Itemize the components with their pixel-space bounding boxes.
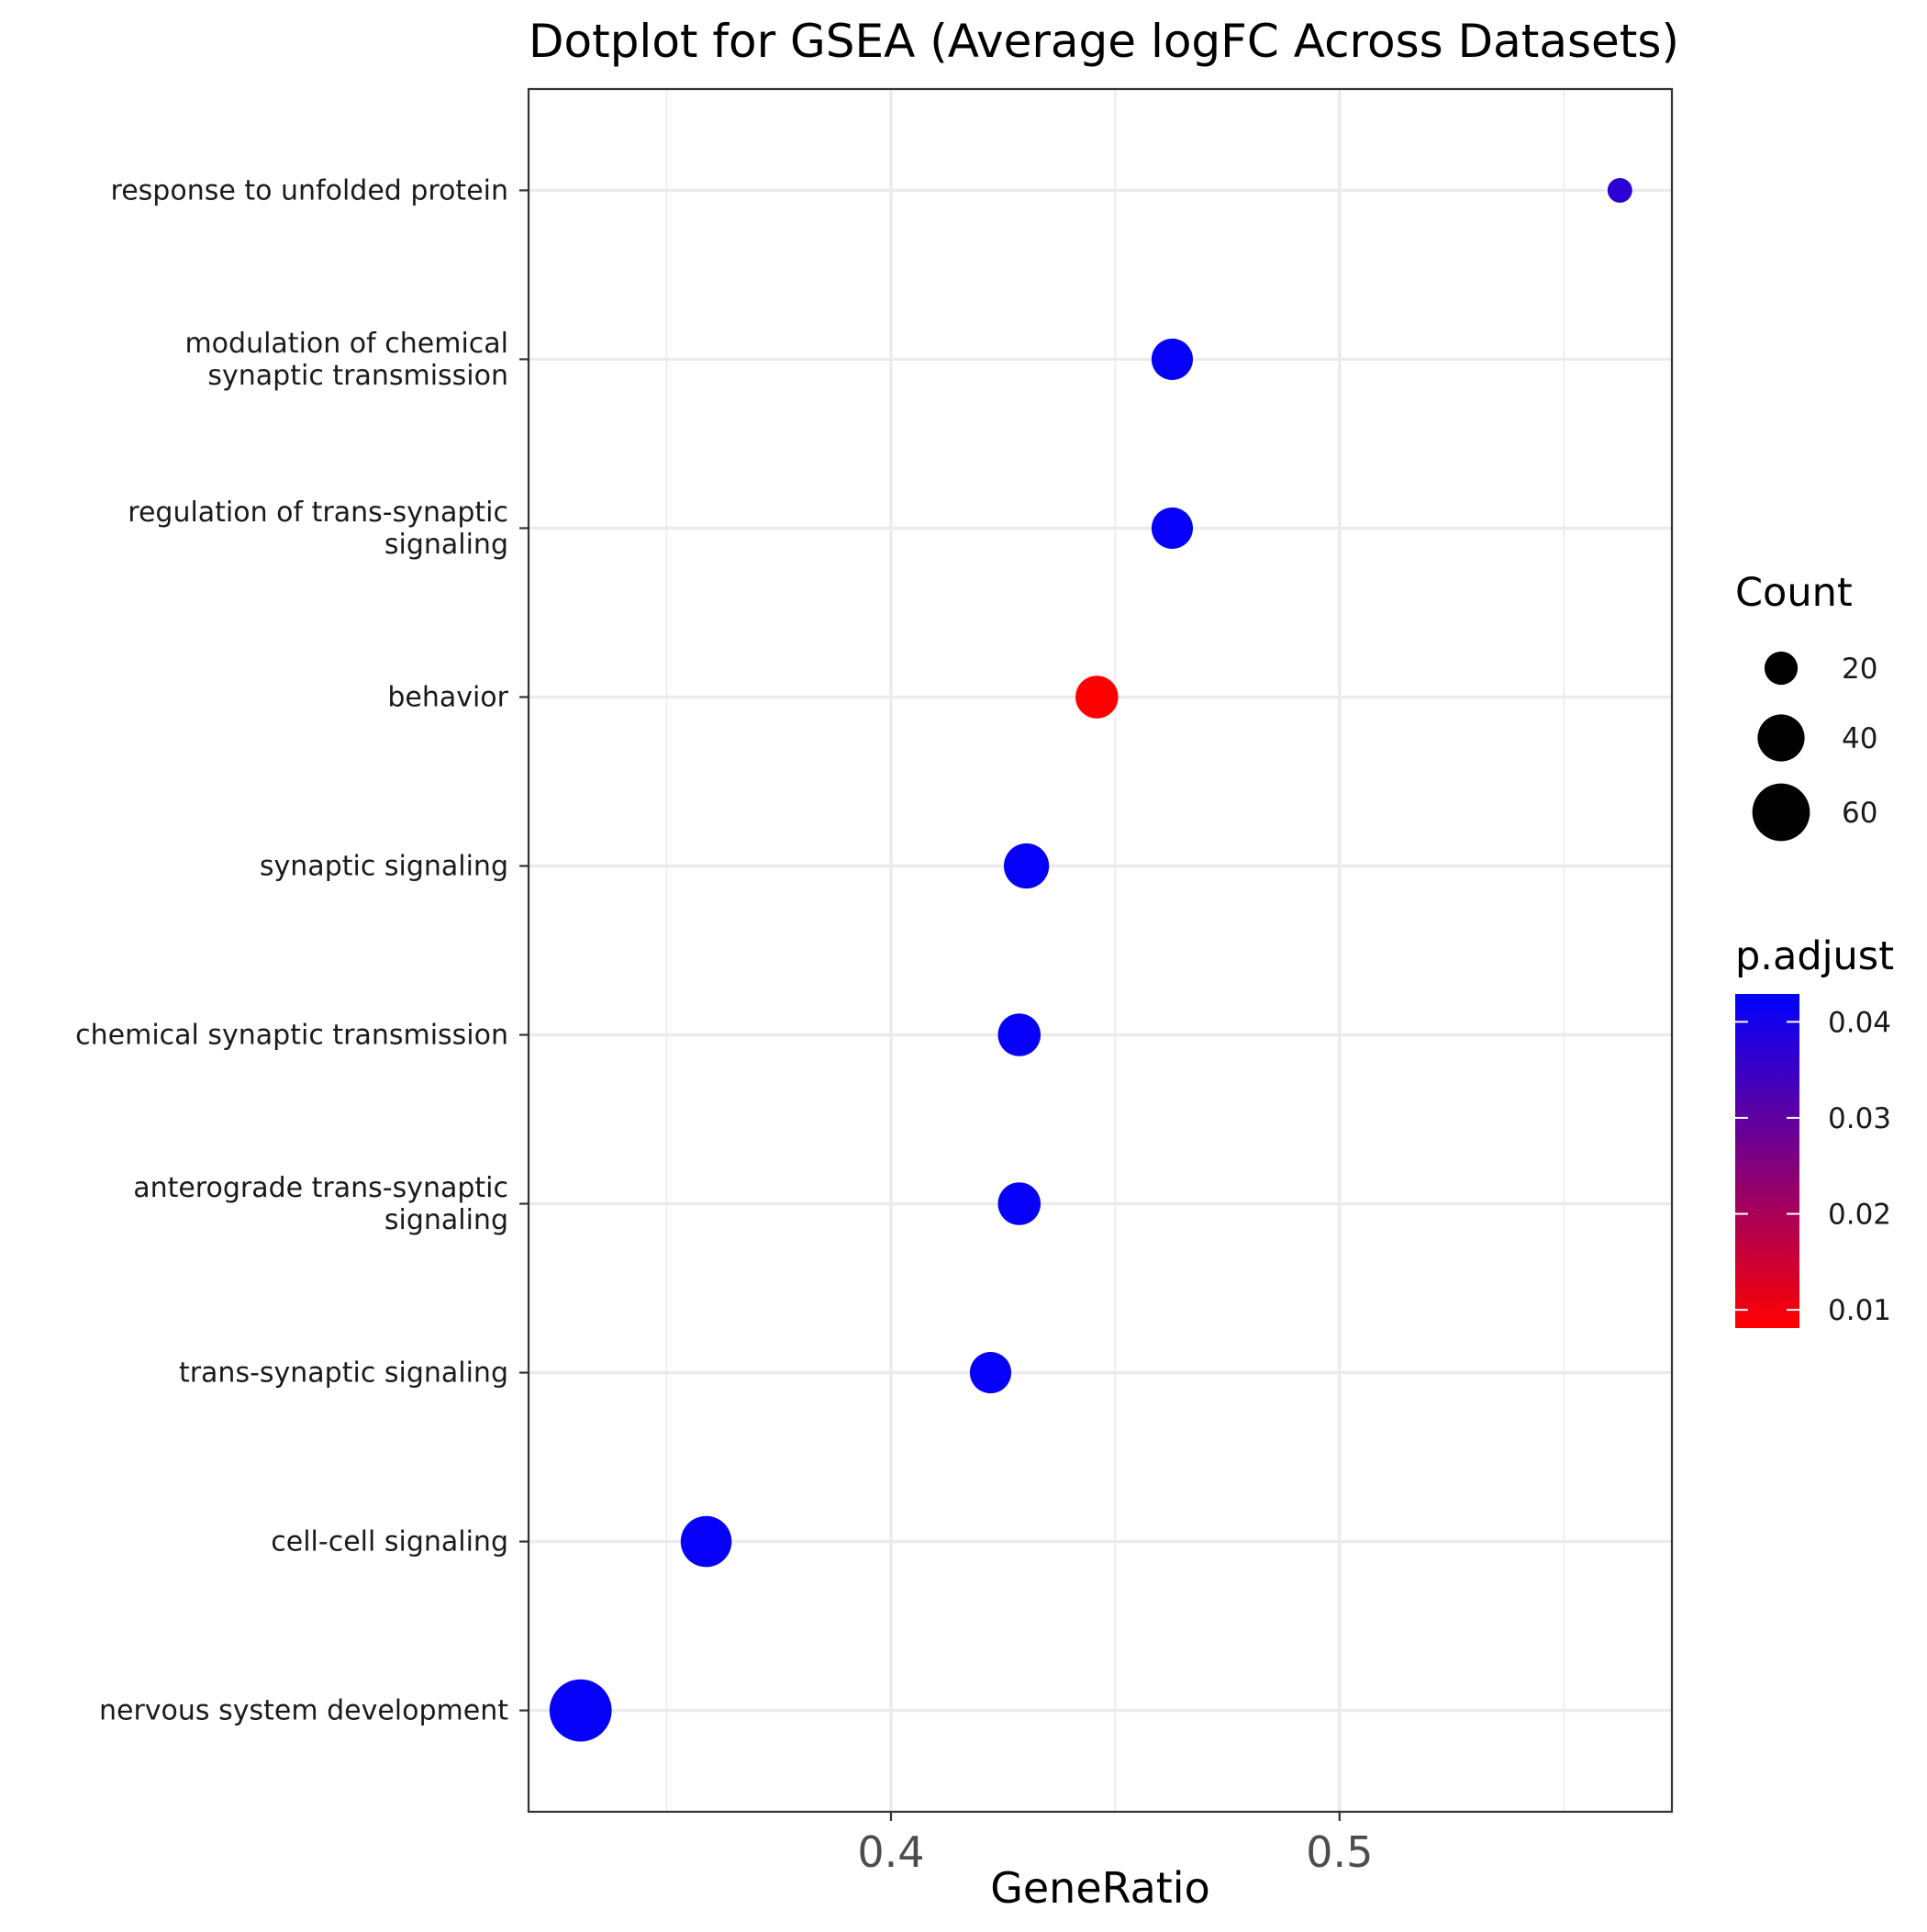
size-legend-key [1757,714,1805,762]
x-axis: 0.4 0.5 [857,1812,1373,1877]
data-point [549,1679,612,1742]
color-legend-label: 0.03 [1828,1102,1891,1135]
size-legend-label: 40 [1842,722,1877,755]
x-tick-label: 0.5 [1306,1827,1373,1877]
size-legend-title: Count [1735,570,1853,616]
y-tick-label: modulation of chemical [184,328,508,360]
minor-gridlines [665,89,1565,1812]
data-point [997,1013,1041,1056]
size-legend-keys: 20 40 60 [1752,651,1877,842]
data-point [1151,507,1194,550]
color-legend-label: 0.02 [1828,1199,1891,1232]
y-tick-label: synaptic transmission [207,360,508,392]
x-axis-title: GeneRatio [990,1863,1210,1913]
size-legend-label: 20 [1842,653,1877,686]
size-legend-label: 60 [1842,797,1877,830]
data-point [997,1182,1041,1225]
data-point [969,1351,1012,1394]
color-legend-title: p.adjust [1735,933,1894,979]
y-tick-label: regulation of trans-synaptic [128,497,508,529]
data-point [1003,843,1050,889]
data-point [1075,676,1119,719]
color-legend-ticks: 0.01 0.02 0.03 0.04 [1735,1006,1891,1327]
size-legend-key [1752,783,1810,842]
size-legend-key [1764,651,1799,686]
y-tick-label: anterograde trans-synaptic [133,1172,508,1204]
color-legend-bar [1735,994,1799,1328]
y-tick-label: cell-cell signaling [271,1526,508,1558]
data-point [680,1515,732,1568]
major-gridlines [529,89,1672,1812]
y-tick-label: signaling [384,529,508,561]
color-legend-label: 0.04 [1828,1006,1891,1039]
y-tick-label: nervous system development [99,1695,508,1727]
color-legend-label: 0.01 [1828,1294,1891,1327]
legends: Count 20 40 60 p.adjust 0.01 0.02 0.03 0.04 [1735,570,1894,1328]
y-tick-label: behavior [387,681,508,713]
data-point [1607,177,1632,203]
y-tick-label: synaptic signaling [260,850,508,882]
y-tick-label: signaling [384,1204,508,1236]
panel-border [527,87,1674,1814]
y-axis: response to unfolded protein modulation o… [75,174,529,1727]
x-tick-label: 0.4 [857,1827,924,1877]
data-points [549,177,1632,1742]
y-tick-label: trans-synaptic signaling [179,1357,508,1390]
y-tick-label: chemical synaptic transmission [75,1020,508,1052]
chart-title: Dotplot for GSEA (Average logFC Across D… [529,15,1679,68]
data-point [1151,338,1194,380]
y-tick-label: response to unfolded protein [111,174,508,207]
